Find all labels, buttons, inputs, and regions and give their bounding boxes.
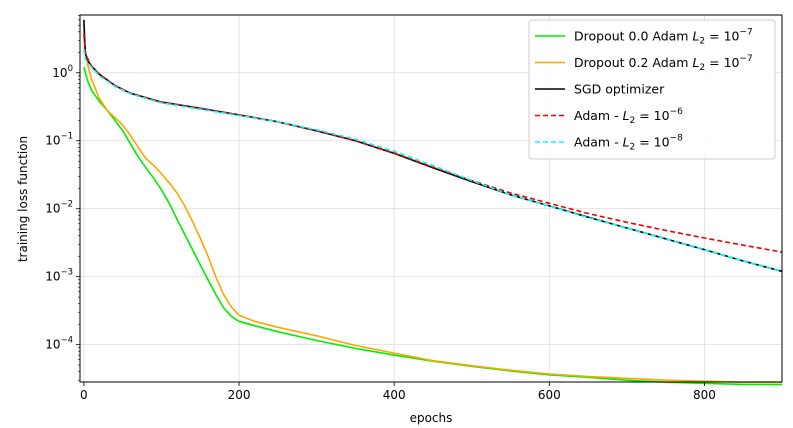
y-tick-base: 10 xyxy=(45,338,60,352)
x-axis-label: epochs xyxy=(410,411,453,425)
legend-variable: L xyxy=(623,108,630,123)
y-tick-exponent: 0 xyxy=(68,64,73,74)
series-line-4 xyxy=(83,49,783,273)
x-tick-label: 400 xyxy=(383,388,406,402)
x-tick-label: 200 xyxy=(228,388,251,402)
y-tick-label: 100 xyxy=(52,64,73,80)
legend-exponent: −7 xyxy=(739,54,752,64)
legend-label: SGD optimizer xyxy=(574,82,665,97)
x-tick-label: 800 xyxy=(693,388,716,402)
legend-subscript: 2 xyxy=(699,37,705,47)
x-tick-label: 0 xyxy=(80,388,88,402)
y-tick-exponent: −4 xyxy=(60,336,73,346)
y-tick-base: 10 xyxy=(45,202,60,216)
legend-variable: L xyxy=(623,135,630,150)
y-tick-base: 10 xyxy=(45,270,60,284)
legend-label: Adam - xyxy=(574,108,623,123)
legend-label: Dropout 0.0 Adam xyxy=(574,29,692,44)
series-line-1 xyxy=(83,35,782,383)
legend-subscript: 2 xyxy=(630,116,636,126)
legend-label: Dropout 0.2 Adam xyxy=(574,55,692,70)
legend-variable: L xyxy=(692,55,699,70)
y-axis-label: training loss function xyxy=(16,136,30,262)
y-tick-exponent: −2 xyxy=(60,200,73,210)
legend-label: Adam - xyxy=(574,135,623,150)
y-tick-label: 10−1 xyxy=(45,132,73,148)
legend-exponent: −6 xyxy=(670,107,684,117)
y-tick-base: 10 xyxy=(52,66,67,80)
y-tick-label: 10−2 xyxy=(45,200,73,216)
plot-frame xyxy=(79,14,783,383)
y-tick-base: 10 xyxy=(45,134,60,148)
legend-subscript: 2 xyxy=(699,63,705,73)
legend-variable: L xyxy=(692,29,699,44)
legend-entry: Dropout 0.2 Adam L2 = 10−7 xyxy=(574,54,753,73)
y-tick-label: 10−4 xyxy=(45,336,73,352)
y-tick-label: 10−3 xyxy=(45,268,73,284)
legend-entry: Adam - L2 = 10−6 xyxy=(574,107,683,126)
legend-subscript: 2 xyxy=(630,143,636,153)
legend-entry: SGD optimizer xyxy=(574,82,665,97)
series-line-3 xyxy=(83,33,783,253)
legend-entry: Adam - L2 = 10−8 xyxy=(574,134,683,153)
legend-entry: Dropout 0.0 Adam L2 = 10−7 xyxy=(574,28,753,47)
legend-exponent: −8 xyxy=(670,134,684,144)
legend-equals: = 10 xyxy=(635,135,669,150)
legend-box xyxy=(528,19,776,160)
legend-exponent: −7 xyxy=(739,28,752,38)
legend-equals: = 10 xyxy=(705,55,739,70)
legend-equals: = 10 xyxy=(635,108,669,123)
series-lines xyxy=(83,19,783,386)
legend-equals: = 10 xyxy=(705,29,739,44)
y-tick-exponent: −3 xyxy=(60,268,73,278)
x-tick-label: 600 xyxy=(538,388,561,402)
x-axis: 0 200 400 600 800 xyxy=(80,382,716,402)
y-tick-exponent: −1 xyxy=(60,132,73,142)
